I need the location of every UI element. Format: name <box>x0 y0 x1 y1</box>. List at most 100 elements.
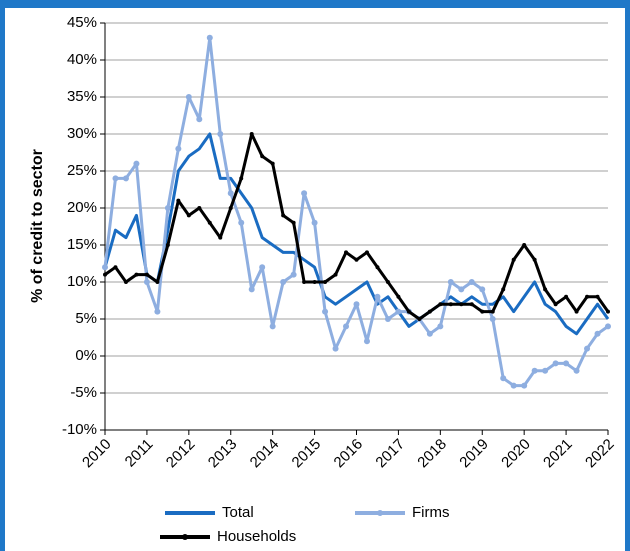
marker <box>395 308 402 315</box>
marker <box>396 294 401 299</box>
marker <box>186 213 191 218</box>
marker <box>458 286 465 293</box>
legend-marker <box>377 510 383 516</box>
marker <box>207 220 212 225</box>
marker <box>385 280 390 284</box>
marker <box>164 205 171 211</box>
y-tick-label: -5% <box>70 384 97 401</box>
marker <box>501 287 506 292</box>
y-tick-label: 15% <box>67 236 97 253</box>
x-tick-label: 2014 <box>247 436 283 472</box>
marker <box>584 345 591 352</box>
marker <box>594 330 601 337</box>
marker <box>480 309 485 314</box>
y-axis-label: % of credit to sector <box>29 149 46 303</box>
marker <box>206 34 213 41</box>
marker <box>302 280 307 284</box>
legend-label: Firms <box>412 504 450 521</box>
marker <box>426 330 433 337</box>
marker <box>479 286 486 293</box>
marker <box>522 243 527 247</box>
marker <box>133 160 140 167</box>
marker <box>353 301 360 308</box>
marker <box>322 308 329 315</box>
y-tick-label: 0% <box>75 347 97 364</box>
marker <box>384 316 391 322</box>
marker <box>269 323 276 330</box>
x-tick-label: 2012 <box>163 436 199 472</box>
marker <box>585 294 590 299</box>
y-tick-label: 10% <box>67 273 97 290</box>
marker <box>280 279 287 285</box>
x-tick-label: 2018 <box>414 436 450 472</box>
marker <box>406 309 411 314</box>
marker <box>448 302 453 307</box>
marker <box>249 132 254 136</box>
marker <box>197 206 202 210</box>
y-tick-label: 20% <box>67 199 97 216</box>
marker <box>134 272 139 277</box>
marker <box>363 338 370 345</box>
marker <box>185 94 192 100</box>
marker <box>227 190 234 197</box>
x-tick-label: 2019 <box>456 436 492 472</box>
marker <box>122 175 129 182</box>
marker <box>218 235 223 240</box>
x-tick-label: 2020 <box>498 436 534 472</box>
marker <box>217 131 224 137</box>
marker <box>354 257 359 262</box>
marker <box>103 272 107 277</box>
marker <box>143 279 150 285</box>
series-line <box>104 132 610 321</box>
x-tick-label: 2015 <box>289 436 325 472</box>
legend-label: Households <box>217 528 296 545</box>
marker <box>427 309 432 314</box>
marker <box>238 219 245 226</box>
marker <box>521 382 528 389</box>
marker <box>574 309 579 314</box>
y-tick-label: 45% <box>67 14 97 31</box>
marker <box>606 309 610 314</box>
marker <box>343 323 350 330</box>
marker <box>260 154 265 159</box>
marker <box>552 360 559 367</box>
y-tick-label: -10% <box>62 421 97 438</box>
marker <box>437 323 444 330</box>
marker <box>438 302 443 307</box>
legend-marker <box>182 534 188 540</box>
marker <box>364 250 369 255</box>
x-tick-label: 2011 <box>122 436 157 471</box>
marker <box>531 367 538 374</box>
marker <box>375 265 380 270</box>
marker <box>291 220 296 225</box>
marker <box>239 176 244 181</box>
marker <box>333 272 338 277</box>
marker <box>500 375 507 382</box>
y-tick-label: 5% <box>75 310 97 327</box>
marker <box>312 280 317 284</box>
marker <box>123 280 128 284</box>
x-tick-label: 2013 <box>205 436 241 472</box>
x-tick-label: 2017 <box>372 436 408 472</box>
marker <box>248 286 255 293</box>
marker <box>573 367 580 374</box>
marker <box>176 198 181 203</box>
marker <box>532 257 537 262</box>
y-tick-label: 25% <box>67 162 97 179</box>
marker <box>510 382 517 389</box>
marker <box>270 161 275 166</box>
y-tick-label: 40% <box>67 51 97 68</box>
series-line <box>103 36 609 388</box>
marker <box>595 294 600 299</box>
marker <box>543 287 548 292</box>
marker <box>154 308 161 315</box>
marker <box>447 279 454 285</box>
x-tick-label: 2021 <box>540 436 576 472</box>
marker <box>196 116 203 123</box>
marker <box>459 302 464 307</box>
marker <box>175 145 182 152</box>
x-tick-label: 2016 <box>331 436 367 472</box>
legend-label: Total <box>222 504 254 521</box>
